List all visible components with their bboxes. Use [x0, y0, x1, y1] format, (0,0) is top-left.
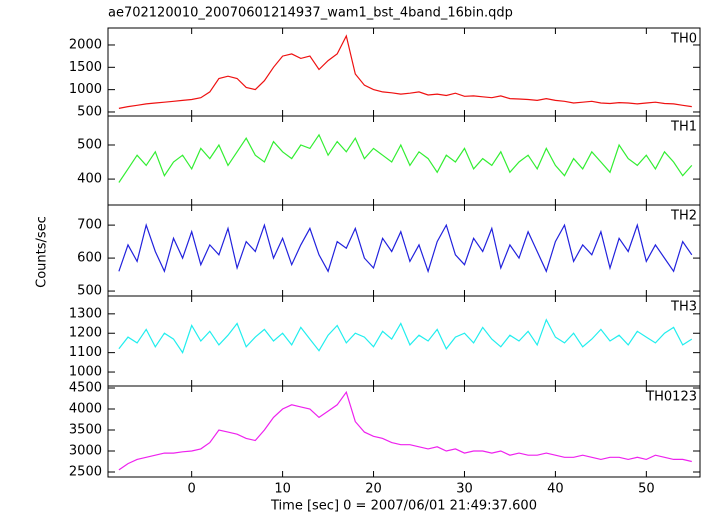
- panel-label: TH0123: [645, 390, 697, 405]
- y-axis-label: Counts/sec: [35, 216, 50, 288]
- panel-label: TH0: [670, 32, 697, 47]
- y-tick-label: 1200: [69, 326, 102, 341]
- y-tick-label: 2500: [69, 465, 102, 480]
- x-tick-label: 30: [456, 482, 473, 497]
- x-axis-label: Time [sec] 0 = 2007/06/01 21:49:37.600: [270, 499, 537, 514]
- chart-title: ae702120010_20070601214937_wam1_bst_4ban…: [108, 6, 513, 21]
- x-tick-label: 0: [188, 482, 196, 497]
- y-tick-label: 1500: [69, 60, 102, 75]
- series-line: [118, 318, 693, 354]
- y-tick-label: 500: [77, 104, 102, 119]
- y-tick-label: 1000: [69, 82, 102, 97]
- panel-label: TH3: [670, 300, 697, 315]
- y-tick-label: 3000: [69, 444, 102, 459]
- x-tick-label: 50: [638, 482, 655, 497]
- x-tick-label: 20: [365, 482, 382, 497]
- y-tick-label: 700: [77, 218, 102, 233]
- panel-frame: [107, 115, 701, 206]
- y-tick-label: 400: [77, 172, 102, 187]
- series-line: [118, 133, 693, 183]
- y-tick-label: 4500: [69, 381, 102, 396]
- series-line: [118, 34, 692, 109]
- x-tick-label: 40: [547, 482, 564, 497]
- y-tick-label: 1300: [69, 306, 102, 321]
- y-tick-label: 1100: [69, 345, 102, 360]
- panel-frame: [107, 295, 701, 387]
- y-tick-label: 2000: [69, 37, 102, 52]
- x-tick-label: 10: [274, 482, 291, 497]
- y-tick-label: 500: [77, 137, 102, 152]
- panel-label: TH1: [670, 120, 697, 135]
- panel-frame: [107, 385, 701, 478]
- y-tick-label: 3500: [69, 423, 102, 438]
- y-tick-label: 500: [77, 284, 102, 299]
- y-tick-label: 1000: [69, 365, 102, 380]
- panel-label: TH2: [670, 209, 697, 224]
- y-tick-label: 4000: [69, 402, 102, 417]
- y-tick-label: 600: [77, 251, 102, 266]
- series-line: [118, 222, 693, 274]
- series-line: [118, 390, 692, 471]
